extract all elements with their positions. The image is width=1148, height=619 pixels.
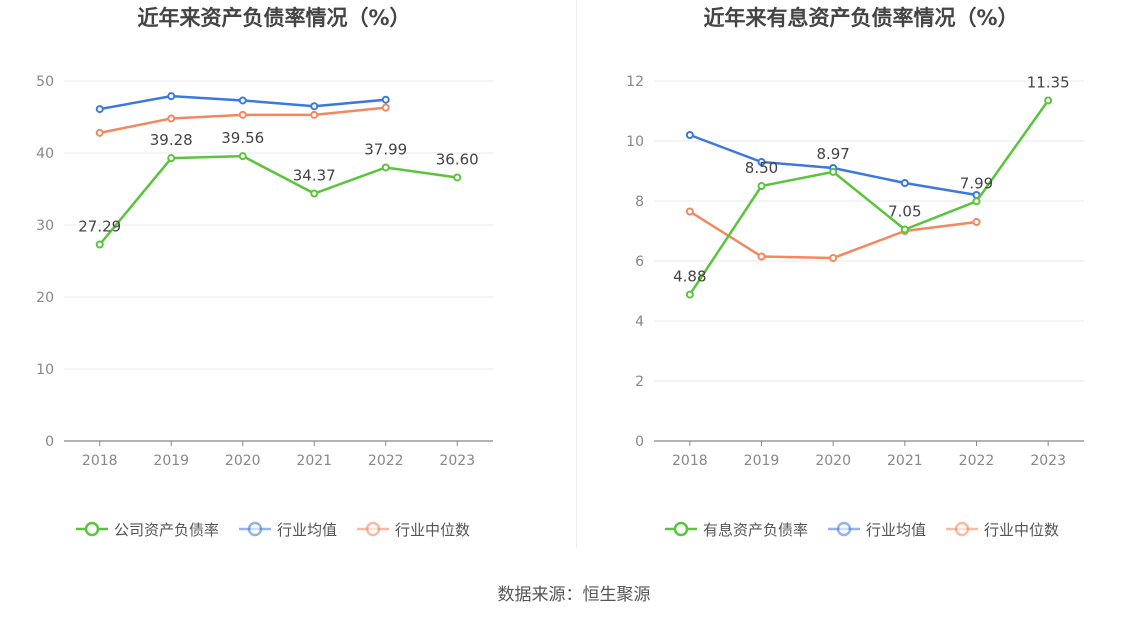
data-label: 7.99 [960,174,993,192]
legend-marker-icon [247,521,263,537]
x-tick-label: 2018 [82,453,118,469]
legend-marker-icon [954,521,970,537]
x-tick-label: 2022 [959,453,995,469]
data-point[interactable] [95,128,104,137]
series-line [688,99,1050,296]
data-label: 36.60 [436,150,479,168]
legend-item[interactable]: 行业中位数 [946,521,1059,539]
data-label: 8.97 [816,145,849,163]
data-point[interactable] [900,179,909,187]
data-point[interactable] [972,218,981,226]
data-point[interactable] [829,167,838,176]
chart-divider [576,0,577,548]
data-label: 34.37 [293,167,336,185]
data-point[interactable] [238,110,247,119]
data-point[interactable] [95,105,104,114]
data-point[interactable] [381,103,390,112]
y-tick-label: 30 [36,218,54,234]
y-tick-label: 0 [45,434,54,450]
interest-debt-ratio-chart: 近年来有息资产负债率情况（%） 0 2 4 6 8 10 12 2018 2019 2020 2021… [626,6,1084,539]
data-label: 39.56 [221,129,264,147]
data-point[interactable] [381,163,390,172]
legend-item[interactable]: 公司资产负债率 [76,521,219,539]
data-point[interactable] [453,173,462,182]
data-point[interactable] [972,197,981,206]
data-point[interactable] [685,290,694,299]
x-tick-label: 2020 [225,453,261,469]
y-tick-label: 2 [635,374,644,390]
x-tick-label: 2022 [368,453,404,469]
data-point[interactable] [310,102,319,111]
x-tick-label: 2018 [672,453,708,469]
y-tick-label: 40 [36,146,54,162]
y-tick-label: 10 [626,134,644,150]
y-tick-label: 4 [635,314,644,330]
legend-marker-icon [84,521,100,537]
data-label: 37.99 [364,140,407,158]
y-tick-label: 20 [36,290,54,306]
data-label: 4.88 [673,268,706,286]
data-label: 8.50 [745,159,778,177]
left-chart: 近年来资产负债率情况（%） 0 10 20 30 40 50 2018 2019 2020 2021… [0,0,576,564]
legend-marker-icon [673,521,689,537]
data-point[interactable] [95,240,104,249]
legend-item[interactable]: 行业均值 [828,521,926,539]
data-point[interactable] [167,154,176,163]
legend-label: 行业均值 [277,521,337,539]
y-tick-label: 6 [635,254,644,270]
legend-marker-icon [836,521,852,537]
x-tick-label: 2021 [296,453,332,469]
x-tick-label: 2021 [887,453,923,469]
chart-title: 近年来资产负债率情况（%） [137,6,410,30]
x-tick-label: 2019 [744,453,780,469]
x-tick-label: 2019 [153,453,189,469]
y-tick-label: 12 [626,74,644,90]
data-point[interactable] [757,252,766,261]
y-tick-label: 0 [635,434,644,450]
x-tick-label: 2023 [1030,453,1066,469]
data-source: 数据来源：恒生聚源 [497,585,651,605]
x-tick-label: 2023 [439,453,475,469]
y-tick-label: 10 [36,362,54,378]
data-label: 11.35 [1027,74,1070,92]
data-point[interactable] [900,225,909,234]
right-chart: 近年来有息资产负债率情况（%） 0 2 4 6 8 10 12 2018 2019 2020 2021… [577,0,1148,564]
y-tick-label: 50 [36,74,54,90]
data-point[interactable] [310,110,319,119]
legend-label: 行业均值 [866,521,926,539]
data-point[interactable] [167,92,176,101]
data-point[interactable] [167,114,176,123]
legend-label: 有息资产负债率 [703,521,808,539]
data-point[interactable] [381,95,390,104]
data-point[interactable] [829,254,838,262]
data-label: 39.28 [150,131,193,149]
legend-label: 公司资产负债率 [114,521,219,539]
series-line [98,154,458,246]
data-point[interactable] [757,182,766,190]
data-point[interactable] [1044,96,1053,105]
data-point[interactable] [238,96,247,105]
legend-label: 行业中位数 [984,521,1059,539]
data-point[interactable] [238,152,247,161]
data-point[interactable] [310,189,319,198]
x-tick-label: 2020 [815,453,851,469]
data-point[interactable] [685,207,694,216]
chart-title: 近年来有息资产负债率情况（%） [703,6,1018,30]
legend-item[interactable]: 行业均值 [239,521,337,539]
debt-ratio-chart: 近年来资产负债率情况（%） 0 10 20 30 40 50 2018 2019 2020 2021… [36,6,493,539]
data-point[interactable] [685,131,694,139]
data-label: 27.29 [78,218,121,236]
data-label: 7.05 [888,203,921,221]
legend-label: 行业中位数 [395,521,470,539]
y-tick-label: 8 [635,194,644,210]
legend-item[interactable]: 有息资产负债率 [665,521,808,539]
legend-item[interactable]: 行业中位数 [357,521,470,539]
legend-marker-icon [365,521,381,537]
data-point[interactable] [757,158,766,166]
